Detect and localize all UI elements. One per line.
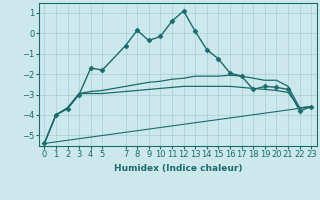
- X-axis label: Humidex (Indice chaleur): Humidex (Indice chaleur): [114, 164, 242, 173]
